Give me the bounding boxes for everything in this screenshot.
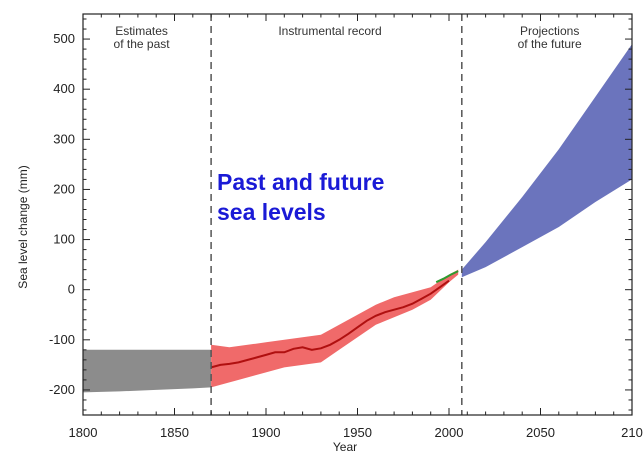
y-tick-label: -100	[49, 332, 75, 347]
x-tick-label: 210	[621, 425, 643, 440]
x-tick-label: 1950	[343, 425, 372, 440]
x-tick-label: 1900	[252, 425, 281, 440]
y-tick-label: 100	[53, 232, 75, 247]
region-dividers	[210, 14, 463, 415]
y-tick-label: -200	[49, 382, 75, 397]
series-band	[211, 269, 459, 388]
annotation-line: sea levels	[217, 199, 326, 225]
series-line	[435, 270, 459, 284]
x-tick-label: 1850	[160, 425, 189, 440]
y-tick-label: 300	[53, 131, 75, 146]
chart-lines	[210, 270, 459, 369]
y-tick-label: 0	[68, 282, 75, 297]
y-tick-label: 200	[53, 181, 75, 196]
region-label: of the future	[518, 37, 582, 51]
region-label: Projections	[520, 24, 579, 38]
y-tick-label: 500	[53, 31, 75, 46]
axis-ticks	[82, 14, 633, 415]
region-label: of the past	[114, 37, 171, 51]
chart-annotation: Past and future sea levels	[217, 169, 384, 225]
x-tick-labels: 1800 1850 1900 1950 2000 2050 210	[69, 425, 643, 440]
region-label: Estimates	[115, 24, 168, 38]
x-tick-label: 1800	[69, 425, 98, 440]
region-label: Instrumental record	[278, 24, 381, 38]
x-tick-label: 2050	[526, 425, 555, 440]
series-line	[210, 279, 450, 369]
annotation-line: Past and future	[217, 169, 384, 195]
chart-bands	[83, 44, 632, 393]
series-band	[83, 349, 212, 393]
x-tick-label: 2000	[435, 425, 464, 440]
y-axis-label: Sea level change (mm)	[16, 165, 30, 288]
y-tick-label: 400	[53, 81, 75, 96]
y-tick-labels: -200 -100 0 100 200 300 400 500	[49, 31, 75, 397]
series-band	[461, 44, 632, 278]
x-axis-label: Year	[333, 440, 357, 454]
